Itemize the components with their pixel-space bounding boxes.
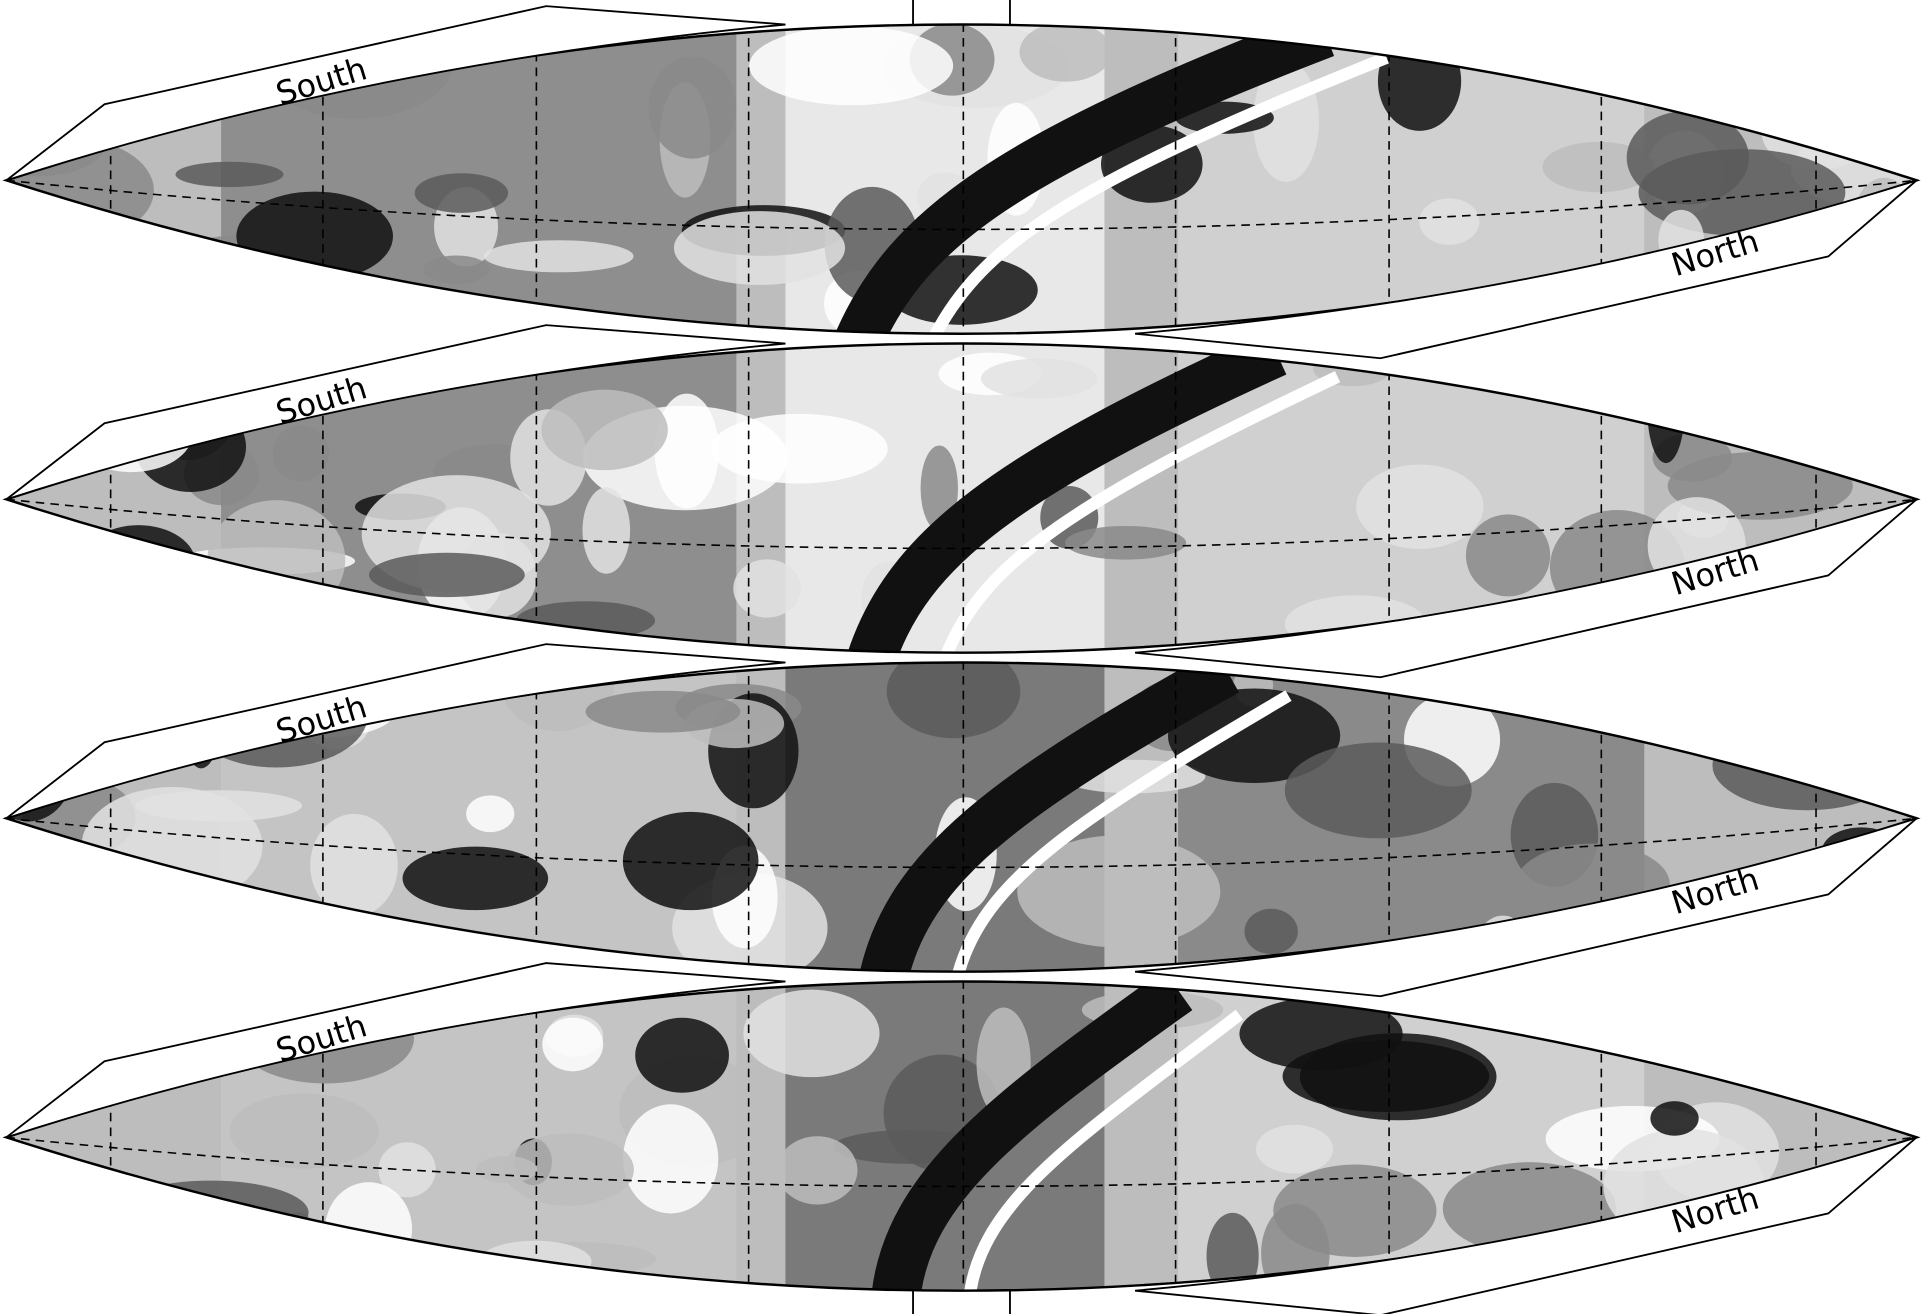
terrain-blob [310, 813, 398, 917]
terrain-blob [673, 211, 846, 285]
terrain-blob [1683, 981, 1864, 1072]
terrain-blob [1783, 981, 1892, 1044]
north-ribbon [1135, 498, 1918, 679]
terrain-band [963, 1009, 1244, 1291]
terrain-blob [582, 487, 631, 574]
terrain-blob [272, 424, 329, 482]
terrain-blob [623, 1104, 719, 1214]
terrain-blob [1377, 31, 1462, 131]
terrain-band [871, 981, 1193, 1291]
south-ribbon [5, 324, 786, 501]
map-panel [6, 981, 1917, 1291]
terrain-blob [475, 1156, 538, 1184]
terrain-blob [1017, 835, 1221, 948]
terrain-blob [402, 846, 549, 911]
terrain-blob [236, 191, 394, 281]
north-ribbon [1135, 1136, 1918, 1314]
terrain-blob [710, 413, 888, 484]
terrain-blob [749, 26, 954, 106]
terrain-blob [1244, 908, 1298, 955]
terrain-blob [1647, 355, 1685, 464]
terrain-blob [1064, 525, 1187, 560]
terrain-blob [622, 811, 759, 911]
terrain-blob [81, 787, 263, 906]
terrain-blob [1835, 662, 1890, 729]
terrain-blob [1718, 1010, 1788, 1085]
terrain-blob [1878, 663, 1917, 711]
terrain-blob [414, 173, 509, 213]
terrain-blob [423, 255, 490, 284]
terrain-blob [368, 552, 525, 598]
terrain-band [859, 662, 1240, 972]
terrain-band [848, 343, 1287, 653]
terrain-blob [776, 1136, 858, 1205]
terrain-blob [483, 240, 634, 273]
terrain-band [836, 24, 1335, 334]
graticule-line [6, 179, 1917, 231]
terrain-blob [1419, 198, 1480, 245]
graticule-line [6, 498, 1917, 550]
terrain-blob [325, 1182, 413, 1276]
north-ribbon [1135, 179, 1918, 360]
terrain-blob [743, 989, 880, 1078]
terrain-blob [585, 690, 741, 733]
terrain-blob [1239, 997, 1403, 1071]
south-ribbon [5, 643, 786, 820]
terrain-blob [1019, 24, 1112, 82]
terrain-blob [272, 1212, 324, 1291]
terrain-blob [6, 681, 99, 756]
terrain-blob [648, 56, 737, 159]
terrain-blob [1284, 742, 1472, 839]
terrain-blob [1847, 703, 1895, 806]
terrain-blob [733, 559, 801, 618]
terrain-blob [207, 500, 346, 620]
terrain-blob [542, 1017, 604, 1072]
graticule-line [6, 817, 1917, 869]
terrain-blob [478, 1240, 592, 1283]
terrain-blob [229, 1093, 379, 1169]
terrain-blob [1356, 464, 1484, 549]
terrain-blob [1465, 514, 1551, 597]
terrain-blob [1167, 688, 1341, 784]
terrain-blob [1255, 1124, 1334, 1174]
terrain-blob [80, 525, 197, 604]
terrain-blob [51, 1185, 173, 1234]
terrain-blob [1273, 1164, 1437, 1257]
terrain-band [939, 371, 1341, 653]
terrain-blob [886, 662, 1021, 739]
graticule-line [6, 1136, 1917, 1188]
terrain-blob [1746, 372, 1844, 405]
terrain-blob [980, 358, 1098, 399]
terrain-blob [1664, 988, 1824, 1080]
south-ribbon [5, 5, 786, 182]
terrain-blob [466, 795, 515, 833]
terrain-blob [635, 1017, 729, 1093]
terrain-band [927, 51, 1389, 334]
terrain-blob [541, 389, 668, 471]
south-ribbon [5, 962, 786, 1139]
terrain-band [951, 690, 1292, 972]
north-ribbon [1135, 817, 1918, 998]
terrain-blob [175, 161, 284, 188]
terrain-blob [1650, 1101, 1699, 1136]
terrain-blob [1542, 141, 1655, 193]
